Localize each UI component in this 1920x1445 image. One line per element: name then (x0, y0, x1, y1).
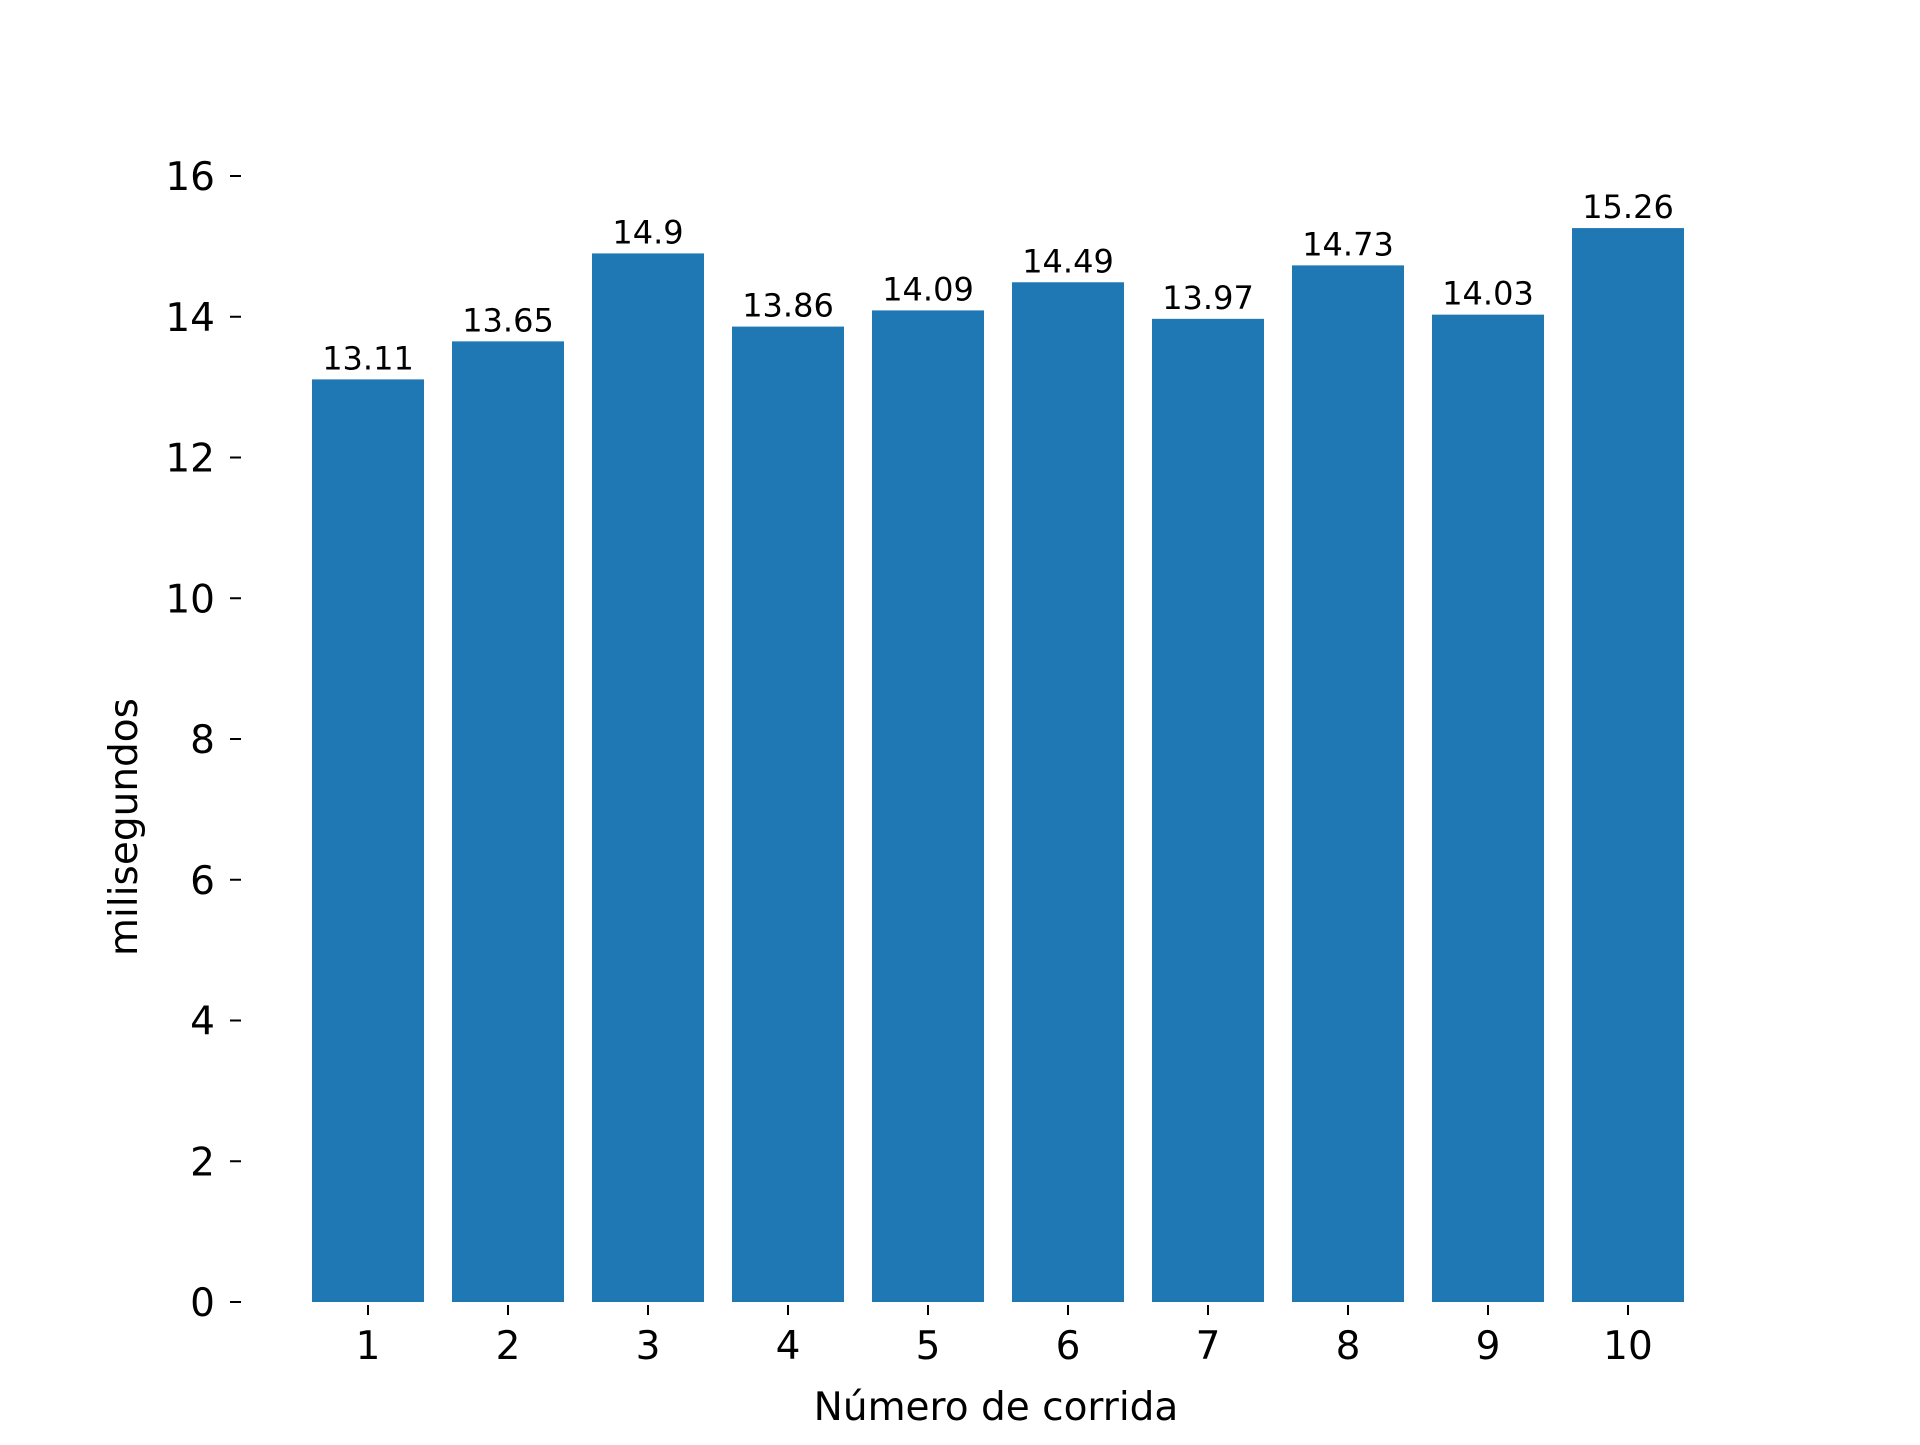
data-label-1: 13.11 (322, 339, 414, 377)
x-tick-label-1: 1 (356, 1324, 381, 1369)
x-tick-label-6: 6 (1056, 1324, 1081, 1369)
bar-1 (312, 379, 424, 1302)
bar-2 (452, 341, 564, 1303)
bar-7 (1152, 318, 1264, 1303)
y-tick-label-14: 14 (165, 296, 215, 341)
data-labels-group: 13.11 13.65 14.9 13.86 14.09 14.49 13.97 14.73 1… (322, 188, 1674, 377)
bars-group (312, 228, 1684, 1303)
x-tick-label-5: 5 (916, 1324, 941, 1369)
y-tick-label-12: 12 (165, 437, 215, 482)
x-tick-label-9: 9 (1476, 1324, 1501, 1369)
x-tick-label-4: 4 (776, 1324, 801, 1369)
bar-3 (592, 253, 704, 1303)
y-tick-label-6: 6 (190, 859, 215, 904)
bar-5 (872, 310, 984, 1302)
y-tick-label-2: 2 (190, 1140, 215, 1185)
data-label-3: 14.9 (612, 213, 683, 251)
x-axis-title: Número de corrida (814, 1385, 1179, 1430)
data-label-2: 13.65 (462, 301, 554, 339)
y-tick-label-4: 4 (190, 1000, 215, 1045)
y-tick-label-16: 16 (165, 155, 215, 200)
bar-8 (1292, 265, 1404, 1303)
x-tick-label-10: 10 (1603, 1324, 1653, 1369)
data-label-8: 14.73 (1302, 225, 1394, 263)
x-tick-label-7: 7 (1196, 1324, 1221, 1369)
y-axis-title: milisegundos (102, 698, 147, 956)
x-tick-label-8: 8 (1336, 1324, 1361, 1369)
bar-9 (1432, 314, 1544, 1302)
x-tick-label-3: 3 (636, 1324, 661, 1369)
bar-6 (1012, 282, 1124, 1302)
data-label-10: 15.26 (1582, 188, 1674, 226)
y-tick-label-8: 8 (190, 718, 215, 763)
bar-4 (732, 326, 844, 1302)
x-tick-label-2: 2 (496, 1324, 521, 1369)
y-tick-label-0: 0 (190, 1281, 215, 1326)
data-label-5: 14.09 (882, 270, 974, 308)
bar-10 (1572, 228, 1684, 1302)
data-label-4: 13.86 (742, 287, 834, 325)
data-label-6: 14.49 (1022, 242, 1114, 280)
y-axis: 0 2 4 6 8 10 12 14 16 (165, 155, 241, 1326)
y-tick-label-10: 10 (165, 577, 215, 622)
x-axis: 1 2 3 4 5 6 7 8 9 10 (356, 1305, 1653, 1369)
data-label-7: 13.97 (1162, 279, 1254, 317)
data-label-9: 14.03 (1442, 275, 1534, 313)
